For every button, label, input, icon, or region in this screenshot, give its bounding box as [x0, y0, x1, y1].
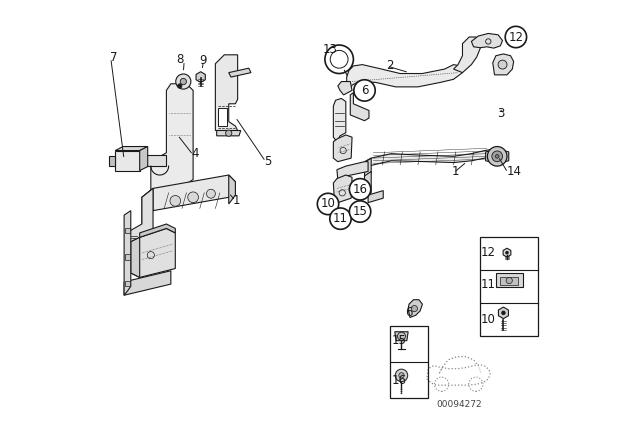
Polygon shape: [217, 130, 241, 136]
Text: 7: 7: [110, 51, 117, 64]
Polygon shape: [125, 254, 130, 260]
Circle shape: [401, 389, 403, 391]
Polygon shape: [472, 34, 502, 48]
Polygon shape: [115, 151, 140, 171]
Polygon shape: [500, 277, 518, 284]
Circle shape: [330, 208, 351, 229]
Polygon shape: [140, 224, 175, 237]
Circle shape: [505, 251, 509, 254]
Polygon shape: [503, 248, 511, 257]
Circle shape: [506, 277, 513, 284]
Polygon shape: [486, 151, 489, 162]
Circle shape: [397, 332, 406, 340]
Text: 10: 10: [481, 313, 496, 326]
Text: 15: 15: [353, 205, 367, 218]
Circle shape: [226, 130, 232, 136]
Text: 5: 5: [264, 155, 272, 168]
Polygon shape: [365, 172, 371, 197]
Polygon shape: [365, 149, 493, 166]
Text: 10: 10: [321, 198, 335, 211]
Circle shape: [505, 26, 527, 47]
Polygon shape: [142, 175, 236, 211]
Polygon shape: [496, 273, 523, 287]
Circle shape: [349, 179, 371, 200]
Circle shape: [188, 192, 198, 202]
Polygon shape: [131, 228, 175, 277]
Text: 14: 14: [507, 165, 522, 178]
Polygon shape: [395, 332, 408, 340]
Text: 15: 15: [391, 334, 406, 347]
Text: 13: 13: [322, 43, 337, 56]
Polygon shape: [140, 146, 148, 171]
Text: 9: 9: [199, 54, 206, 67]
Circle shape: [501, 310, 506, 315]
Circle shape: [354, 80, 375, 101]
Circle shape: [498, 60, 507, 69]
Polygon shape: [333, 99, 346, 142]
Polygon shape: [333, 135, 352, 162]
Circle shape: [401, 391, 403, 392]
Text: 6: 6: [406, 306, 413, 319]
Circle shape: [396, 369, 408, 382]
Polygon shape: [228, 68, 251, 77]
Polygon shape: [365, 158, 371, 177]
Text: 11: 11: [481, 278, 496, 291]
Polygon shape: [124, 271, 171, 295]
Polygon shape: [408, 300, 422, 318]
Polygon shape: [499, 307, 508, 319]
Text: 11: 11: [333, 212, 348, 225]
Text: 1: 1: [451, 165, 459, 178]
Text: 16: 16: [353, 183, 367, 196]
Circle shape: [412, 306, 417, 312]
Circle shape: [317, 193, 339, 215]
Circle shape: [349, 201, 371, 222]
Bar: [480, 237, 538, 336]
Text: 00094272: 00094272: [436, 400, 482, 409]
Circle shape: [170, 195, 180, 206]
Polygon shape: [196, 72, 205, 82]
Polygon shape: [125, 281, 130, 286]
Polygon shape: [131, 237, 140, 277]
Circle shape: [399, 373, 404, 378]
Polygon shape: [218, 108, 227, 126]
Circle shape: [177, 84, 182, 88]
Text: 3: 3: [497, 107, 504, 120]
Circle shape: [495, 155, 499, 158]
Polygon shape: [228, 175, 236, 204]
Circle shape: [488, 146, 507, 166]
Polygon shape: [126, 188, 153, 251]
Text: 12: 12: [508, 30, 524, 43]
Polygon shape: [347, 65, 463, 90]
Polygon shape: [151, 84, 193, 197]
Text: 12: 12: [481, 246, 496, 259]
Polygon shape: [142, 188, 153, 224]
Polygon shape: [125, 228, 130, 233]
Polygon shape: [133, 155, 166, 166]
Circle shape: [176, 74, 191, 89]
Text: 6: 6: [361, 84, 368, 97]
Polygon shape: [216, 55, 237, 130]
Text: 16: 16: [391, 375, 406, 388]
Text: 1: 1: [232, 194, 240, 207]
Circle shape: [180, 78, 186, 85]
Polygon shape: [109, 156, 115, 166]
Text: 8: 8: [177, 53, 184, 66]
Polygon shape: [333, 175, 352, 202]
Polygon shape: [124, 211, 131, 295]
Circle shape: [401, 392, 403, 394]
Polygon shape: [505, 151, 509, 162]
Circle shape: [492, 151, 502, 162]
Polygon shape: [115, 146, 148, 151]
Bar: [390, 327, 428, 398]
Polygon shape: [338, 82, 352, 95]
Text: 4: 4: [191, 147, 198, 160]
Polygon shape: [454, 37, 480, 73]
Text: 2: 2: [386, 60, 394, 73]
Polygon shape: [368, 190, 383, 202]
Circle shape: [207, 189, 216, 198]
Polygon shape: [493, 54, 514, 75]
Polygon shape: [337, 162, 368, 180]
Polygon shape: [350, 93, 369, 121]
